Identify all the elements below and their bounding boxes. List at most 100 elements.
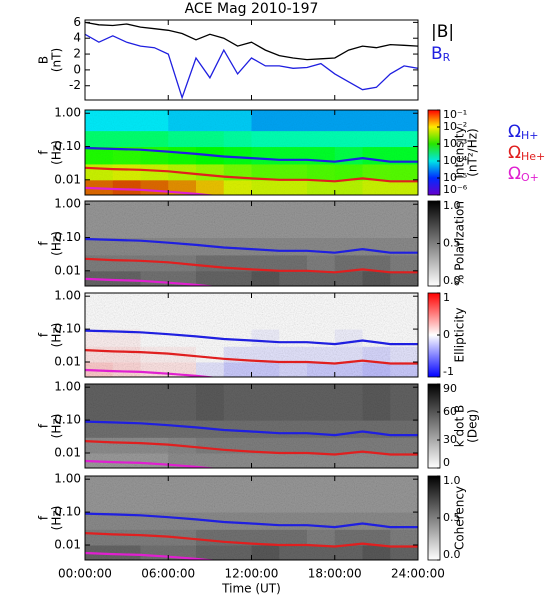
colorbar-tick-label: 10⁻² bbox=[443, 120, 467, 133]
colorbar-label: Ellipticity bbox=[453, 308, 467, 363]
plot-area bbox=[85, 110, 418, 195]
y-axis-label: f bbox=[37, 515, 51, 520]
y-tick-label: 0.10 bbox=[54, 230, 81, 244]
legend-symbol: Ω bbox=[508, 122, 521, 142]
colorbar-label: (nT²/Hz) bbox=[466, 128, 480, 176]
colorbar-label: k dot B bbox=[453, 405, 467, 447]
colorbar-tick-label: 0 bbox=[443, 328, 450, 341]
colorbar-tick-label: 10⁻¹ bbox=[443, 108, 467, 121]
gyrofrequency-line bbox=[85, 146, 418, 163]
panel: 10⁻¹10⁻² 10⁻³ 10⁻⁴ 10⁻⁵10⁻⁶ Intensity (nT²/Hz… bbox=[37, 106, 546, 196]
y-tick-label: 0.01 bbox=[54, 263, 81, 277]
x-axis-label: Time (UT) bbox=[221, 582, 281, 596]
legend-entry: ΩH+ bbox=[508, 122, 539, 142]
gyrofrequency-line bbox=[85, 186, 218, 195]
plot-area bbox=[85, 476, 418, 560]
gyrofrequency-line bbox=[85, 349, 418, 365]
legend-entry: ΩHe+ bbox=[508, 143, 545, 163]
y-tick-label: 0.01 bbox=[54, 445, 81, 459]
x-tick-label: 24:00:00 bbox=[391, 567, 445, 581]
gyrofrequency-line bbox=[85, 440, 418, 456]
y-axis-label: (Hz) bbox=[50, 323, 64, 348]
colorbar-tick-label: 1 bbox=[443, 291, 450, 304]
y-tick-label: 0.10 bbox=[54, 139, 81, 153]
y-tick-label: 0.10 bbox=[54, 505, 81, 519]
plot-area bbox=[85, 384, 418, 468]
gyrofrequency-line bbox=[85, 532, 418, 548]
colorbar bbox=[427, 109, 441, 196]
noise-texture bbox=[85, 293, 418, 377]
legend-symbol: B bbox=[431, 44, 443, 64]
x-tick-label: 06:00:00 bbox=[141, 567, 195, 581]
gyrofrequency-line bbox=[85, 166, 418, 183]
legend-subscript: R bbox=[443, 51, 451, 64]
legend-subscript: O+ bbox=[521, 171, 539, 184]
y-axis-label: f bbox=[37, 332, 51, 337]
plot-area bbox=[85, 293, 418, 377]
colorbar-tick-label: 90 bbox=[443, 382, 457, 395]
y-tick-label: 2 bbox=[73, 47, 81, 61]
colorbar-label: Coherency bbox=[453, 486, 467, 550]
gyrofrequency-line bbox=[85, 257, 418, 274]
gyrofrequency-line bbox=[85, 277, 218, 286]
colorbar-tick-label: 0.0 bbox=[443, 274, 461, 287]
colorbar-tick-label: 0.5 bbox=[443, 237, 461, 250]
legend-entry: |B| bbox=[431, 22, 454, 42]
y-tick-label: 0.01 bbox=[54, 354, 81, 368]
y-axis-label: f bbox=[37, 241, 51, 246]
legend-subscript: He+ bbox=[521, 150, 545, 163]
y-tick-label: 0 bbox=[73, 62, 81, 76]
x-tick-label: 18:00:00 bbox=[308, 567, 362, 581]
y-axis-label: B bbox=[37, 56, 51, 64]
y-axis-label: (Hz) bbox=[50, 506, 64, 531]
colorbar-label: Intensity bbox=[453, 126, 467, 178]
colorbar-label: (Deg) bbox=[466, 409, 480, 443]
x-tick-label: 12:00:00 bbox=[225, 567, 279, 581]
colorbar-tick-label: 10⁻⁶ bbox=[443, 183, 468, 196]
panel: 0 30 60 90 k dot B (Deg) 0.01 0.10 1.00 f (Hz) bbox=[37, 380, 480, 469]
gyrofrequency-line bbox=[85, 420, 418, 437]
legend-entry: BR bbox=[431, 44, 451, 64]
y-tick-label: 1.00 bbox=[54, 472, 81, 486]
colorbar-tick-label: 0.0 bbox=[443, 548, 461, 561]
colorbar-tick-label: 10⁻³ bbox=[443, 137, 467, 150]
legend-subscript: H+ bbox=[521, 129, 539, 142]
noise-texture bbox=[85, 201, 418, 286]
y-tick-label: 4 bbox=[73, 31, 81, 45]
colorbar-tick-label: 10⁻⁴ bbox=[443, 154, 468, 167]
legend-symbol: |B| bbox=[431, 22, 454, 42]
noise-texture bbox=[85, 110, 418, 195]
y-axis-label: f bbox=[37, 150, 51, 155]
axes-frame bbox=[84, 19, 419, 101]
y-tick-label: 6 bbox=[73, 15, 81, 29]
colorbar-tick-label: 0 bbox=[443, 456, 450, 469]
line-series bbox=[85, 33, 418, 100]
legend-entry: ΩO+ bbox=[508, 164, 539, 184]
y-tick-label: 0.10 bbox=[54, 413, 81, 427]
y-tick-label: 1.00 bbox=[54, 197, 81, 211]
y-tick-label: 1.00 bbox=[54, 106, 81, 120]
gyrofrequency-line bbox=[85, 329, 418, 346]
colorbar-tick-label: 1.0 bbox=[443, 474, 461, 487]
y-axis-label: (Hz) bbox=[50, 231, 64, 256]
colorbar-tick-label: 30 bbox=[443, 433, 457, 446]
y-axis-label: f bbox=[37, 423, 51, 428]
panel: 0.0 0.5 1.0% Polarization 0.01 0.10 1.00 f (Hz) bbox=[37, 197, 467, 287]
y-axis-label: (Hz) bbox=[50, 140, 64, 165]
legend-symbol: Ω bbox=[508, 143, 521, 163]
gyrofrequency-line bbox=[85, 551, 219, 560]
colorbar-tick-label: 60 bbox=[443, 405, 457, 418]
gyrofrequency-line bbox=[85, 512, 418, 529]
plot-area bbox=[85, 21, 418, 100]
y-tick-label: 1.00 bbox=[54, 289, 81, 303]
colorbar-label: % Polarization bbox=[453, 201, 467, 286]
line-series bbox=[85, 21, 418, 61]
y-tick-label: 0.10 bbox=[54, 322, 81, 336]
legend-symbol: Ω bbox=[508, 164, 521, 184]
y-tick-label: 0.01 bbox=[54, 537, 81, 551]
colorbar bbox=[427, 383, 441, 469]
colorbar-tick-label: 0.5 bbox=[443, 511, 461, 524]
